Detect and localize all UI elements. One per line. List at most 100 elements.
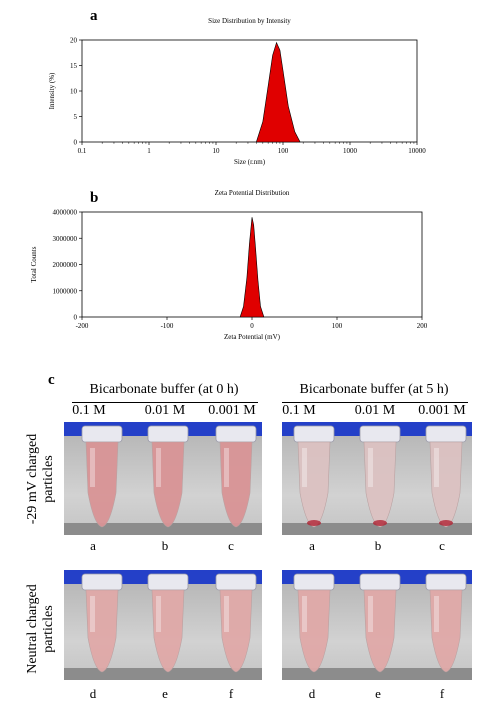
bench-ledge <box>64 668 262 680</box>
tube-liquid <box>151 441 185 528</box>
distribution-peak-1 <box>239 217 265 318</box>
chart-title-1: Zeta Potential Distribution <box>215 189 290 197</box>
tube-cap <box>293 573 335 591</box>
x-tick-label-1-3: 100 <box>332 322 343 330</box>
tube-cap <box>359 573 401 591</box>
x-tick-label-0-0: 0.1 <box>78 147 87 155</box>
x-tick-label-0-4: 1000 <box>343 147 358 155</box>
row-label-charged-line2: particles <box>41 455 56 503</box>
photo-neutral-0h <box>64 570 262 680</box>
tube-highlight <box>156 448 161 487</box>
y-tick-label-0-0: 0 <box>74 139 78 147</box>
tube-highlight <box>302 448 307 487</box>
conc-5h-2: 0.01 M <box>354 403 396 418</box>
x-tick-label-1-1: -100 <box>161 322 174 330</box>
tube-liquid <box>297 441 331 528</box>
tube-cap <box>215 425 257 443</box>
y-tick-label-1-2: 2000000 <box>53 261 78 269</box>
tube-highlight <box>90 448 95 487</box>
tube-letter-a-5h: a <box>309 538 315 553</box>
test-tube <box>359 573 401 673</box>
panel-a-letter: a <box>90 8 98 24</box>
conc-0h-1: 0.1 M <box>72 403 106 418</box>
tube-liquid <box>219 589 253 673</box>
tube-cap <box>147 573 189 591</box>
tube-liquid <box>85 441 119 528</box>
row-label-neutral: Neutral charged particles <box>25 559 59 699</box>
group-title-5h-underline <box>282 402 468 403</box>
tube-cap <box>215 573 257 591</box>
tube-letter-c: c <box>228 538 234 553</box>
group-title-0h-underline <box>72 402 258 403</box>
sediment-pellet <box>373 520 387 526</box>
tube-cap <box>147 425 189 443</box>
x-tick-label-0-1: 1 <box>147 147 151 155</box>
test-tube <box>425 425 467 528</box>
group-title-0h: Bicarbonate buffer (at 0 h) <box>89 382 239 397</box>
tube-liquid <box>151 589 185 673</box>
row-label-neutral-line1: Neutral charged <box>25 584 40 674</box>
zeta-potential-chart: Zeta Potential Distribution -200 -100 0 100 2… <box>30 189 428 341</box>
panel-b-letter: b <box>90 190 99 206</box>
x-tick-label-0-5: 10000 <box>408 147 426 155</box>
photo-charged-0h <box>64 422 262 535</box>
bench-ledge <box>282 523 472 535</box>
tube-liquid <box>429 589 463 673</box>
x-axis-label-1: Zeta Potential (mV) <box>224 333 281 341</box>
x-axis-label-0: Size (r.nm) <box>234 158 266 166</box>
photo-charged-5h <box>282 422 472 535</box>
plot-frame-0 <box>81 39 418 143</box>
conc-5h-1: 0.1 M <box>282 403 316 418</box>
tube-cap <box>81 425 123 443</box>
test-tube <box>425 573 467 673</box>
y-axis-label-1: Total Counts <box>30 246 38 282</box>
tube-highlight <box>368 448 373 487</box>
tube-letter-d-5h: d <box>308 686 316 701</box>
tube-highlight <box>90 596 95 632</box>
tube-highlight <box>224 448 229 487</box>
x-tick-label-1-2: 0 <box>250 322 254 330</box>
tube-cap <box>293 425 335 443</box>
tube-highlight <box>224 596 229 632</box>
test-tube <box>81 573 123 673</box>
tube-highlight <box>156 596 161 632</box>
sediment-pellet <box>439 520 453 526</box>
y-tick-label-1-4: 4000000 <box>53 209 78 217</box>
tube-liquid <box>297 589 331 673</box>
tube-letter-c-5h: c <box>439 538 445 553</box>
tube-liquid <box>85 589 119 673</box>
tube-highlight <box>434 596 439 632</box>
conc-0h-3: 0.001 M <box>208 403 256 418</box>
row-label-neutral-line2: particles <box>41 605 56 653</box>
y-tick-label-1-3: 3000000 <box>53 235 78 243</box>
tube-cap <box>425 573 467 591</box>
tube-letter-f: f <box>228 686 234 701</box>
tube-cap <box>425 425 467 443</box>
photo-neutral-5h <box>282 570 472 680</box>
test-tube <box>147 573 189 673</box>
tube-cap <box>359 425 401 443</box>
tube-liquid <box>363 589 397 673</box>
tube-letter-b: b <box>161 538 169 553</box>
y-tick-label-1-1: 1000000 <box>53 287 78 295</box>
tube-highlight <box>302 596 307 632</box>
y-tick-label-0-1: 5 <box>74 113 78 121</box>
tube-liquid <box>363 441 397 528</box>
tube-highlight <box>368 596 373 632</box>
tube-letter-e: e <box>162 686 168 701</box>
tube-liquid <box>429 441 463 528</box>
x-tick-label-0-3: 100 <box>278 147 289 155</box>
test-tube <box>293 573 335 673</box>
x-tick-label-1-0: -200 <box>76 322 89 330</box>
test-tube <box>215 425 257 528</box>
bench-ledge <box>282 668 472 680</box>
tube-letter-f-5h: f <box>439 686 445 701</box>
y-tick-label-1-0: 0 <box>74 314 78 322</box>
panel-c-letter: c <box>48 372 55 388</box>
tube-letter-e-5h: e <box>375 686 381 701</box>
y-axis-label-0: Intensity (%) <box>48 72 56 109</box>
tube-highlight <box>434 448 439 487</box>
x-tick-label-0-2: 10 <box>213 147 221 155</box>
tube-cap <box>81 573 123 591</box>
